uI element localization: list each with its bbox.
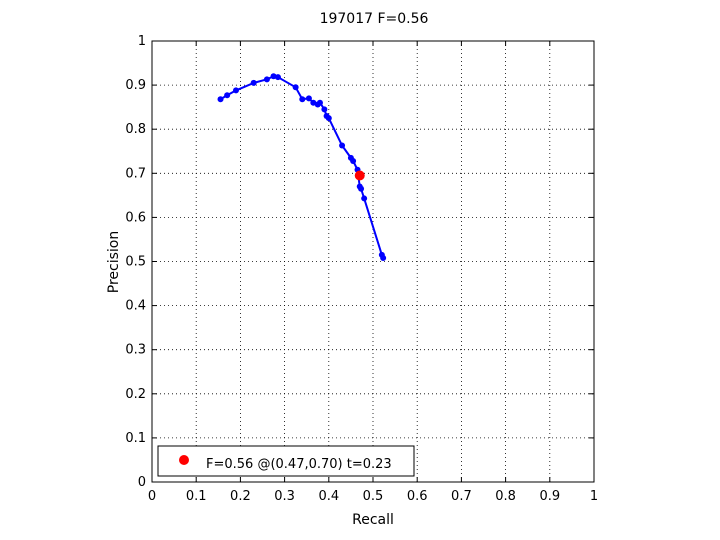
y-tick-label: 0.3 [125, 343, 146, 358]
x-tick-label: 1 [590, 489, 598, 504]
pr-curve-point [232, 87, 239, 94]
legend-marker [179, 455, 189, 465]
x-tick-label: 0.8 [495, 489, 516, 504]
y-axis-label: Precision [106, 231, 122, 293]
x-tick-label: 0 [148, 489, 156, 504]
y-tick-label: 0.4 [125, 299, 146, 314]
pr-curve-point [224, 92, 231, 99]
x-axis-label: Recall [352, 512, 394, 528]
x-tick-label: 0.7 [451, 489, 472, 504]
legend-text: F=0.56 @(0.47,0.70) t=0.23 [206, 457, 392, 472]
y-tick-label: 0.8 [125, 122, 146, 137]
chart-title: 197017 F=0.56 [320, 11, 429, 27]
pr-curve-point [299, 96, 306, 103]
best-f-point [354, 170, 365, 181]
axis-ticks: 0 0.1 0.2 0.3 0.4 0.5 0.6 0.7 0.8 0.9 1 0 0.1 0.2 0.3 0… [125, 34, 598, 504]
pr-curve-point [292, 84, 299, 91]
pr-curve-point [263, 76, 270, 83]
pr-curve-point [380, 254, 387, 261]
y-tick-label: 0 [138, 475, 146, 490]
pr-curve-point [350, 157, 357, 164]
pr-curve-point [274, 74, 281, 81]
series-layer [217, 73, 387, 261]
x-tick-label: 0.6 [407, 489, 428, 504]
x-tick-label: 0.9 [539, 489, 560, 504]
pr-curve-point [250, 79, 257, 86]
x-tick-label: 0.3 [274, 489, 295, 504]
x-tick-label: 0.1 [186, 489, 207, 504]
grid-lines [152, 41, 594, 482]
y-tick-label: 1 [138, 34, 146, 49]
y-tick-label: 0.2 [125, 387, 146, 402]
pr-curve-point [358, 185, 365, 192]
y-tick-label: 0.9 [125, 78, 146, 93]
pr-curve-point [217, 96, 224, 103]
legend-box [157, 445, 415, 477]
y-tick-label: 0.6 [125, 210, 146, 225]
y-tick-label: 0.5 [125, 255, 146, 270]
pr-curve-point [305, 95, 312, 102]
y-tick-label: 0.1 [125, 431, 146, 446]
y-tick-label: 0.7 [125, 166, 146, 181]
pr-curve-point [321, 106, 328, 113]
legend: F=0.56 @(0.47,0.70) t=0.23 [157, 445, 415, 477]
pr-curve-point [339, 142, 346, 149]
pr-curve-point [316, 99, 323, 106]
pr-curve-point [325, 115, 332, 122]
pr-curve-point [361, 195, 368, 202]
x-tick-label: 0.2 [230, 489, 251, 504]
x-tick-label: 0.4 [318, 489, 339, 504]
x-tick-label: 0.5 [363, 489, 384, 504]
